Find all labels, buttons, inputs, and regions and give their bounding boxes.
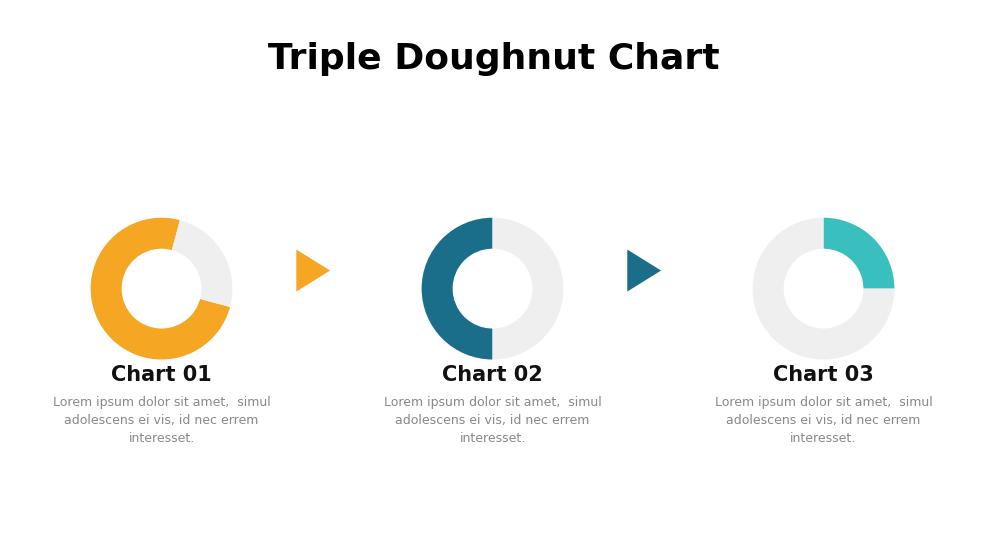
Wedge shape	[422, 218, 492, 360]
Text: Lorem ipsum dolor sit amet,  simul
adolescens ei vis, id nec errem
interesset.: Lorem ipsum dolor sit amet, simul adoles…	[52, 396, 271, 445]
Text: Lorem ipsum dolor sit amet,  simul
adolescens ei vis, id nec errem
interesset.: Lorem ipsum dolor sit amet, simul adoles…	[383, 396, 602, 445]
Text: Lorem ipsum dolor sit amet,  simul
adolescens ei vis, id nec errem
interesset.: Lorem ipsum dolor sit amet, simul adoles…	[714, 396, 933, 445]
Polygon shape	[296, 250, 330, 291]
Wedge shape	[91, 218, 230, 360]
Text: Chart 02: Chart 02	[443, 365, 542, 385]
Text: Triple Doughnut Chart: Triple Doughnut Chart	[268, 42, 720, 77]
Wedge shape	[492, 218, 563, 360]
Circle shape	[123, 250, 201, 328]
Wedge shape	[172, 220, 232, 307]
Text: Chart 03: Chart 03	[774, 365, 873, 385]
Wedge shape	[753, 218, 894, 360]
Polygon shape	[627, 250, 661, 291]
Text: Chart 01: Chart 01	[112, 365, 211, 385]
Circle shape	[453, 250, 532, 328]
Circle shape	[784, 250, 863, 328]
Wedge shape	[823, 218, 894, 289]
